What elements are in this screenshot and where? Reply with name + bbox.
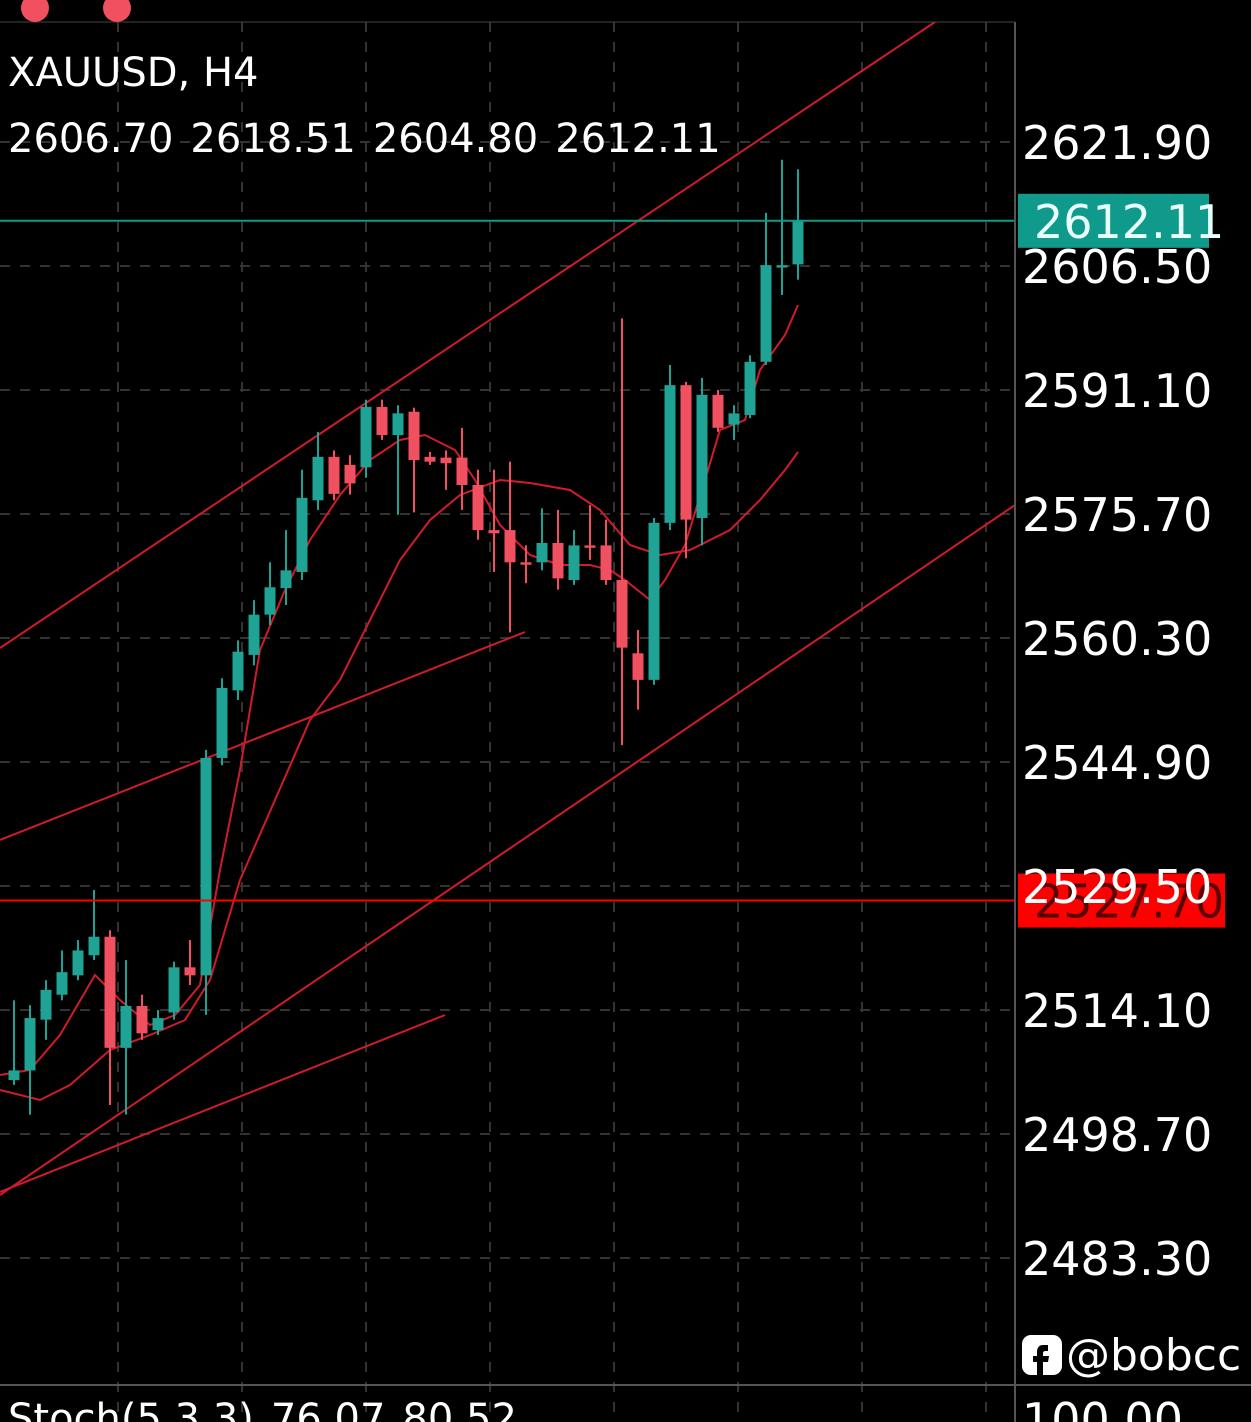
candle-body xyxy=(360,406,372,468)
candle-body xyxy=(776,265,788,268)
y-tick-label: 2544.90 xyxy=(1022,736,1212,790)
y-tick-label: 2575.70 xyxy=(1022,488,1212,542)
candle-body xyxy=(472,485,484,531)
ohlc-value: 2618.51 xyxy=(190,116,355,162)
candle-body xyxy=(88,936,100,956)
y-tick-label: 2498.70 xyxy=(1022,1108,1212,1162)
candle-body xyxy=(328,456,340,494)
candle-body xyxy=(376,406,388,436)
candle-body xyxy=(648,522,660,680)
candle-body xyxy=(728,413,740,425)
candle-body xyxy=(296,497,308,572)
candle-body xyxy=(616,580,628,648)
price-label-box xyxy=(1018,873,1225,928)
overlay: 2612.11 2527.70 xyxy=(0,193,1225,928)
ohlc-header: 2606.70 2618.51 2604.80 2612.11 xyxy=(8,116,721,162)
y-tick-label: 2560.30 xyxy=(1022,612,1212,666)
candle-body xyxy=(40,989,52,1020)
candle-body xyxy=(488,530,500,534)
candle-body xyxy=(104,936,116,1048)
candle-body xyxy=(632,653,644,680)
indicator-tick-label: 100.00 xyxy=(1022,1393,1183,1422)
candle-body xyxy=(120,1005,132,1048)
candle-body xyxy=(344,464,356,484)
candle-body xyxy=(232,651,244,691)
candle-body xyxy=(520,562,532,565)
candle-body xyxy=(552,542,564,579)
y-tick-label: 2606.50 xyxy=(1022,240,1212,294)
candle-body xyxy=(72,950,84,976)
price-label-box xyxy=(1018,193,1209,248)
y-tick-label: 2621.90 xyxy=(1022,116,1212,170)
candle-body xyxy=(136,1005,148,1034)
candle-body xyxy=(264,587,276,615)
candle-body xyxy=(568,545,580,581)
trend-line xyxy=(0,631,526,841)
indicator-name: Stoch(5,3,3) xyxy=(8,1396,254,1422)
candle-body xyxy=(392,413,404,436)
marker[interactable] xyxy=(103,0,131,22)
stoch-header: Stoch(5,3,3) 76.07 80.52 100.00 xyxy=(8,1393,1183,1422)
candle-body xyxy=(744,361,756,415)
grid xyxy=(0,22,1015,1422)
chart-title: XAUUSD, H4 xyxy=(8,50,258,96)
candle-body xyxy=(408,411,420,461)
ohlc-value: 2606.70 xyxy=(8,116,173,162)
candles xyxy=(8,159,804,1115)
ohlc-value: 2604.80 xyxy=(373,116,538,162)
candle-body xyxy=(504,530,516,563)
candle-body xyxy=(440,457,452,464)
candle-body xyxy=(248,614,260,655)
candle-body xyxy=(152,1018,164,1031)
trend-line xyxy=(0,504,1016,1196)
candle-body xyxy=(216,687,228,758)
candle-body xyxy=(24,1018,36,1071)
candle-body xyxy=(456,457,468,486)
trend-line xyxy=(0,21,936,649)
candle-body xyxy=(584,545,596,548)
candle-body xyxy=(200,757,212,976)
candle-body xyxy=(760,265,772,362)
candle-body xyxy=(424,456,436,462)
candle-body xyxy=(712,394,724,428)
ohlc-value: 2612.11 xyxy=(555,116,720,162)
price-label: 2612.11 xyxy=(1034,195,1224,249)
candle-body xyxy=(168,967,180,1013)
candle-body xyxy=(536,542,548,563)
watermark: @bobcc xyxy=(1022,1330,1241,1381)
indicator-value: 80.52 xyxy=(402,1396,517,1422)
facebook-glyph xyxy=(1033,1345,1049,1375)
candle-body xyxy=(600,545,612,581)
price-label: 2527.70 xyxy=(1034,874,1224,928)
candle-body xyxy=(664,385,676,523)
trend-line xyxy=(0,1014,446,1193)
candle-body xyxy=(792,220,804,265)
candle-body xyxy=(680,385,692,520)
y-tick-label: 2529.50 xyxy=(1022,860,1212,914)
y-tick-label: 2591.10 xyxy=(1022,364,1212,418)
y-tick-label: 2483.30 xyxy=(1022,1232,1212,1286)
watermark-text: @bobcc xyxy=(1066,1330,1241,1381)
candle-body xyxy=(696,394,708,519)
candle-body xyxy=(184,967,196,976)
candle-body xyxy=(56,972,68,995)
marker[interactable] xyxy=(21,0,49,22)
y-tick-label: 2514.10 xyxy=(1022,984,1212,1038)
candle-body xyxy=(8,1070,20,1081)
candle-body xyxy=(312,456,324,501)
indicator-value: 76.07 xyxy=(271,1396,386,1422)
candle-body xyxy=(280,570,292,589)
